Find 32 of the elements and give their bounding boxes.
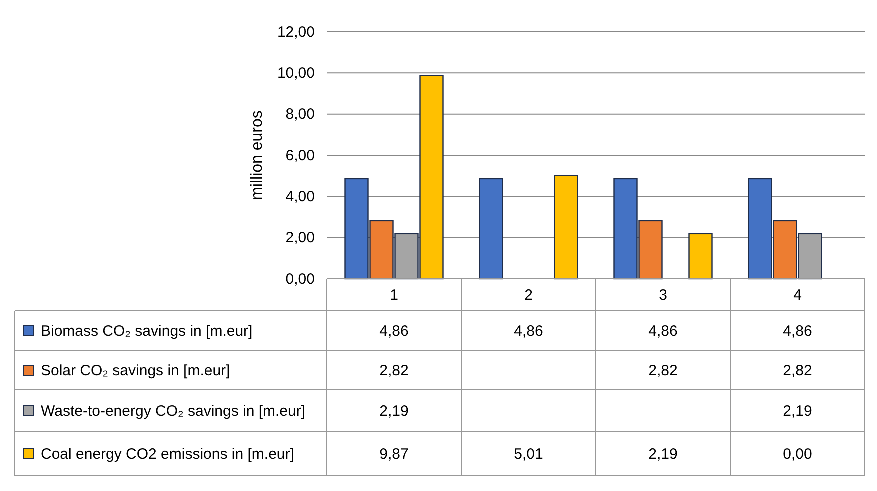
y-tick-label: 12,00 [277,24,315,41]
legend-label: Coal energy CO2 emissions in [m.eur] [41,446,294,463]
data-label: 4,86 [648,323,678,340]
x-tick-label: 4 [794,287,802,304]
y-axis-title: million euros [249,110,266,200]
x-tick-label: 1 [390,287,398,304]
bar [479,178,504,280]
x-tick-label: 3 [659,287,668,304]
legend-label: Waste-to-energy CO₂ savings in [m.eur] [41,403,306,420]
x-tick-label: 2 [524,287,533,304]
legend-label: Solar CO₂ savings in [m.eur] [41,362,230,380]
data-label: 4,86 [783,323,812,340]
data-label: 2,19 [783,403,812,420]
y-tick-label: 0,00 [286,270,315,288]
data-label: 2,82 [648,362,678,380]
data-label: 2,19 [380,403,409,420]
data-label: 2,19 [648,446,678,463]
y-tick-label: 6,00 [286,147,315,164]
legend-label: Biomass CO₂ savings in [m.eur] [41,323,253,340]
data-label: 0,00 [783,446,812,463]
bar [688,233,713,280]
data-label: 2,82 [380,362,409,380]
data-label: 4,86 [380,323,409,340]
data-label: 4,86 [514,323,544,340]
data-label: 2,82 [783,362,812,380]
y-tick-label: 8,00 [286,106,315,124]
data-label: 5,01 [514,446,544,463]
y-tick-label: 4,00 [286,188,315,206]
y-tick-label: 2,00 [286,230,315,247]
y-tick-label: 10,00 [277,64,315,82]
bar [554,175,578,280]
data-label: 9,87 [380,446,409,463]
